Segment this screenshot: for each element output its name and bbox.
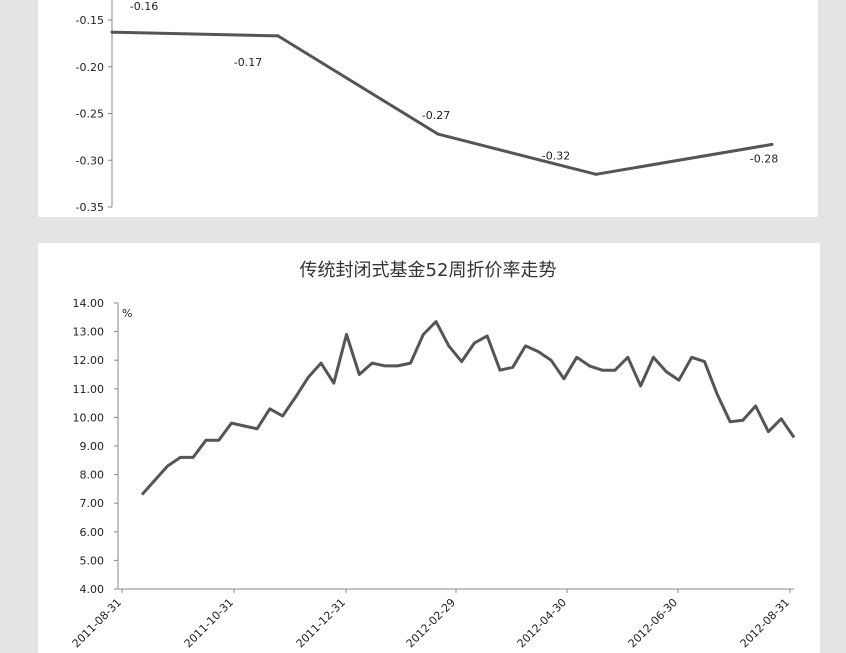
y-tick-label: 12.00 bbox=[73, 354, 105, 367]
y-tick-label: 6.00 bbox=[80, 526, 105, 539]
y-tick-label: 10.00 bbox=[73, 411, 105, 424]
bottom-chart-panel: 传统封闭式基金52周折价率走势% 14.00 13.00 12.00 11.00 10.0… bbox=[38, 243, 820, 653]
data-label: -0.28 bbox=[750, 152, 778, 165]
y-tick-label: -0.30 bbox=[76, 154, 104, 167]
data-point bbox=[276, 34, 280, 38]
data-point bbox=[594, 172, 598, 176]
data-label: -0.32 bbox=[542, 149, 570, 162]
y-tick-label: 9.00 bbox=[80, 440, 105, 453]
x-tick-label: 2012-02-29 bbox=[404, 596, 458, 650]
x-tick-label: 2011-08-31 bbox=[70, 596, 124, 650]
top-chart-panel: -0.15 -0.20 -0.25 -0.30 -0.35 -0.16 -0.17 -0.27… bbox=[38, 0, 818, 217]
data-label: -0.16 bbox=[130, 0, 158, 13]
y-tick-label: 4.00 bbox=[80, 583, 105, 596]
data-label: -0.27 bbox=[422, 109, 450, 122]
data-point bbox=[436, 132, 440, 136]
top-line-chart: -0.15 -0.20 -0.25 -0.30 -0.35 -0.16 -0.17 -0.27… bbox=[76, 0, 778, 214]
data-label: -0.17 bbox=[234, 56, 262, 69]
bottom-line-chart: 传统封闭式基金52周折价率走势% 14.00 13.00 12.00 11.00 10.0… bbox=[70, 260, 796, 650]
x-tick-label: 2012-06-30 bbox=[626, 596, 680, 650]
y-tick-label: 11.00 bbox=[73, 383, 105, 396]
x-tick-label: 2011-12-31 bbox=[294, 596, 348, 650]
x-tick-label: 2011-10-31 bbox=[182, 596, 236, 650]
chart-title: 传统封闭式基金52周折价率走势 bbox=[300, 260, 557, 281]
y-tick-label: -0.15 bbox=[76, 14, 104, 27]
series-line bbox=[140, 320, 796, 496]
y-tick-label: 13.00 bbox=[73, 326, 105, 339]
y-tick-label: 7.00 bbox=[80, 497, 105, 510]
unit-label: % bbox=[122, 307, 132, 320]
y-tick-label: -0.25 bbox=[76, 108, 104, 121]
y-tick-label: 5.00 bbox=[80, 554, 105, 567]
x-tick-label: 2012-04-30 bbox=[515, 596, 569, 650]
data-point bbox=[110, 30, 114, 34]
x-tick-label: 2012-08-31 bbox=[738, 596, 792, 650]
y-tick-label: -0.35 bbox=[76, 201, 104, 214]
series-line bbox=[111, 30, 773, 176]
data-point bbox=[770, 142, 774, 146]
y-tick-label: 14.00 bbox=[73, 297, 105, 310]
y-tick-label: -0.20 bbox=[76, 61, 104, 74]
y-tick-label: 8.00 bbox=[80, 469, 105, 482]
